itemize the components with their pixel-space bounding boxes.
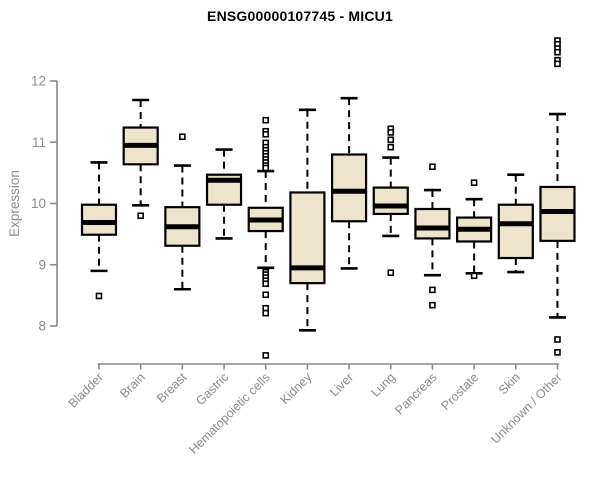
outlier-point-unknown-other <box>554 48 561 56</box>
x-tick-label: Skin <box>496 370 523 397</box>
box-liver <box>330 153 368 223</box>
outlier-point-prostate <box>470 272 478 280</box>
outlier-point-hematopoietic-cells <box>262 130 270 138</box>
box-bladder <box>80 203 118 236</box>
outlier-point-lung <box>387 269 395 277</box>
x-tick-label: Hematopoietic cells <box>186 370 273 457</box>
y-tick-label: 8 <box>38 319 46 334</box>
outlier-point-brain <box>137 212 144 220</box>
box-lung <box>372 186 409 216</box>
outlier-point-unknown-other <box>554 60 561 68</box>
x-tick-label: Gastric <box>193 370 231 408</box>
box-pancreas <box>414 207 451 240</box>
outlier-point-bladder <box>95 292 103 300</box>
y-tick-label: 12 <box>31 74 46 89</box>
outlier-point-hematopoietic-cells <box>262 291 270 299</box>
x-tick-label: Breast <box>154 370 190 406</box>
x-tick-label: Kidney <box>278 370 315 407</box>
outlier-point-lung <box>387 129 395 136</box>
x-tick-label: Unknown / Other <box>488 370 564 446</box>
outlier-point-prostate <box>470 179 478 186</box>
y-tick-label: 11 <box>32 135 46 150</box>
outlier-point-hematopoietic-cells <box>262 116 270 124</box>
outlier-point-hematopoietic-cells <box>262 309 270 317</box>
chart-title: ENSG00000107745 - MICU1 <box>207 8 393 24</box>
outlier-point-breast <box>179 133 186 141</box>
outlier-point-pancreas <box>429 163 436 171</box>
x-tick-label: Brain <box>117 370 148 401</box>
outlier-point-hematopoietic-cells <box>262 280 270 288</box>
outlier-point-lung <box>387 136 395 144</box>
outlier-point-hematopoietic-cells <box>262 164 270 172</box>
y-tick-label: 9 <box>38 257 46 272</box>
outlier-point-pancreas <box>429 286 436 294</box>
y-tick-label: 10 <box>31 196 46 211</box>
outlier-point-hematopoietic-cells <box>262 352 270 359</box>
outlier-point-unknown-other <box>554 349 561 356</box>
outlier-point-pancreas <box>429 301 436 309</box>
box-skin <box>497 203 534 260</box>
outlier-point-unknown-other <box>554 336 561 343</box>
y-axis-title: Expression <box>7 170 22 237</box>
outlier-point-lung <box>387 143 395 151</box>
x-tick-label: Lung <box>368 370 398 400</box>
x-tick-label: Liver <box>327 370 356 399</box>
x-tick-label: Pancreas <box>392 370 439 417</box>
x-tick-label: Prostate <box>438 370 481 413</box>
x-tick-label: Bladder <box>66 370 106 410</box>
